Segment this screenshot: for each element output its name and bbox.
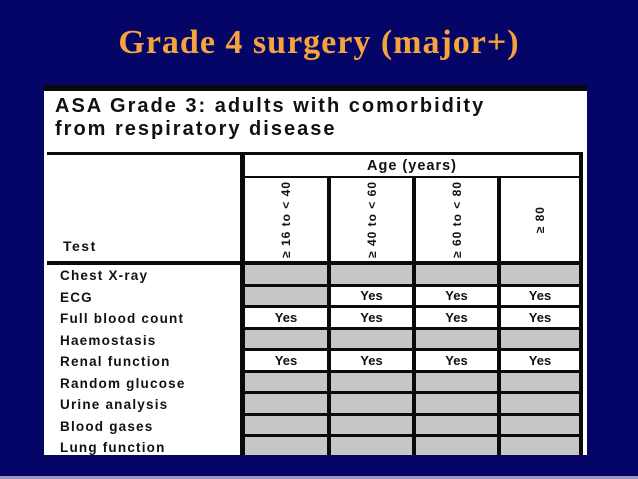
empty-test-cell bbox=[412, 329, 497, 351]
empty-test-cell bbox=[497, 329, 579, 351]
yes-test-cell: Yes bbox=[240, 351, 327, 373]
test-row-label: Lung function bbox=[47, 437, 240, 455]
empty-test-cell bbox=[240, 329, 327, 351]
test-row-label: Chest X-ray bbox=[47, 265, 240, 287]
empty-test-cell bbox=[240, 265, 327, 287]
empty-test-cell bbox=[240, 415, 327, 437]
empty-test-cell bbox=[327, 394, 412, 416]
empty-test-cell bbox=[412, 265, 497, 287]
test-row-label: Full blood count bbox=[47, 308, 240, 330]
yes-test-cell: Yes bbox=[327, 351, 412, 373]
yes-test-cell: Yes bbox=[327, 308, 412, 330]
bottom-strip bbox=[0, 476, 638, 479]
empty-test-cell bbox=[327, 415, 412, 437]
age-column-label: ≥ 16 to < 40 bbox=[279, 181, 293, 258]
empty-test-cell bbox=[497, 394, 579, 416]
yes-test-cell: Yes bbox=[240, 308, 327, 330]
empty-test-cell bbox=[497, 265, 579, 287]
empty-test-cell bbox=[497, 415, 579, 437]
scan-heading: ASA Grade 3: adults with comorbidity fro… bbox=[55, 95, 587, 141]
empty-test-cell bbox=[412, 437, 497, 455]
test-row-label: Blood gases bbox=[47, 415, 240, 437]
test-row-label: Urine analysis bbox=[47, 394, 240, 416]
asa-grade3-table: Test Age (years) ≥ 16 to < 40 ≥ 40 to < 6… bbox=[47, 152, 583, 455]
test-row-label: Renal function bbox=[47, 351, 240, 373]
empty-test-cell bbox=[327, 372, 412, 394]
empty-test-cell bbox=[412, 415, 497, 437]
yes-test-cell: Yes bbox=[327, 286, 412, 308]
yes-test-cell: Yes bbox=[412, 308, 497, 330]
yes-test-cell: Yes bbox=[497, 308, 579, 330]
slide-title: Grade 4 surgery (major+) bbox=[118, 24, 520, 61]
age-column-label: ≥ 40 to < 60 bbox=[364, 181, 379, 258]
age-column-label: ≥ 80 bbox=[533, 205, 547, 234]
age-column-header: ≥ 40 to < 60 bbox=[327, 178, 412, 265]
age-years-header: Age (years) bbox=[240, 155, 579, 178]
age-column-header: ≥ 16 to < 40 bbox=[240, 178, 327, 265]
age-column-label: ≥ 60 to < 80 bbox=[449, 181, 464, 258]
empty-test-cell bbox=[412, 372, 497, 394]
age-column-header: ≥ 80 bbox=[497, 178, 579, 265]
age-column-header: ≥ 60 to < 80 bbox=[412, 178, 497, 265]
test-row-label: Random glucose bbox=[47, 372, 240, 394]
empty-test-cell bbox=[497, 372, 579, 394]
scan-heading-line2: from respiratory disease bbox=[55, 118, 337, 140]
empty-test-cell bbox=[327, 437, 412, 455]
yes-test-cell: Yes bbox=[497, 286, 579, 308]
test-row-label: ECG bbox=[47, 286, 240, 308]
yes-test-cell: Yes bbox=[497, 351, 579, 373]
empty-test-cell bbox=[327, 265, 412, 287]
scan-heading-line1: ASA Grade 3: adults with comorbidity bbox=[55, 95, 486, 117]
yes-test-cell: Yes bbox=[412, 286, 497, 308]
empty-test-cell bbox=[327, 329, 412, 351]
empty-test-cell bbox=[240, 372, 327, 394]
empty-test-cell bbox=[497, 437, 579, 455]
scanned-table-image: ASA Grade 3: adults with comorbidity fro… bbox=[44, 85, 587, 455]
yes-test-cell: Yes bbox=[412, 351, 497, 373]
empty-test-cell bbox=[240, 394, 327, 416]
empty-test-cell bbox=[412, 394, 497, 416]
test-row-label: Haemostasis bbox=[47, 329, 240, 351]
empty-test-cell bbox=[240, 286, 327, 308]
empty-test-cell bbox=[240, 437, 327, 455]
test-column-header: Test bbox=[47, 155, 240, 265]
